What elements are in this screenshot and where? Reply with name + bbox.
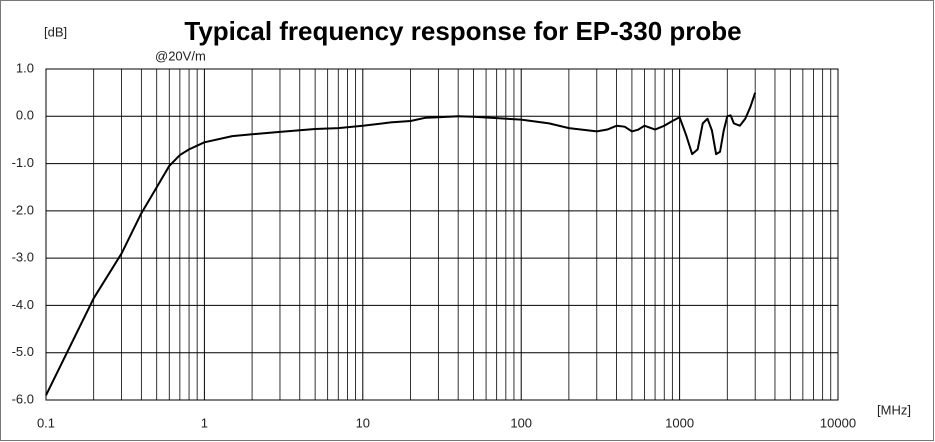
x-tick-label: 1: [201, 415, 208, 430]
x-tick-label: 10: [356, 415, 370, 430]
chart-title: Typical frequency response for EP-330 pr…: [184, 16, 741, 46]
x-tick-label: 0.1: [37, 415, 55, 430]
y-tick-label: -2.0: [12, 202, 34, 217]
x-tick-label: 10000: [820, 415, 856, 430]
x-tick-label: 1000: [665, 415, 694, 430]
y-tick-label: -5.0: [12, 344, 34, 359]
y-tick-label: -1.0: [12, 155, 34, 170]
y-axis-label: [dB]: [44, 24, 67, 39]
y-tick-label: -3.0: [12, 250, 34, 265]
y-tick-label: -6.0: [12, 391, 34, 406]
response-line: [45, 92, 757, 396]
y-tick-label: 1.0: [16, 60, 34, 75]
y-tick-label: -4.0: [12, 297, 34, 312]
x-tick-label: 100: [510, 415, 532, 430]
x-axis-label: [MHz]: [877, 402, 911, 417]
y-tick-label: 0.0: [16, 108, 34, 123]
plot-border: [45, 68, 839, 401]
subtitle: @20V/m: [155, 48, 206, 63]
